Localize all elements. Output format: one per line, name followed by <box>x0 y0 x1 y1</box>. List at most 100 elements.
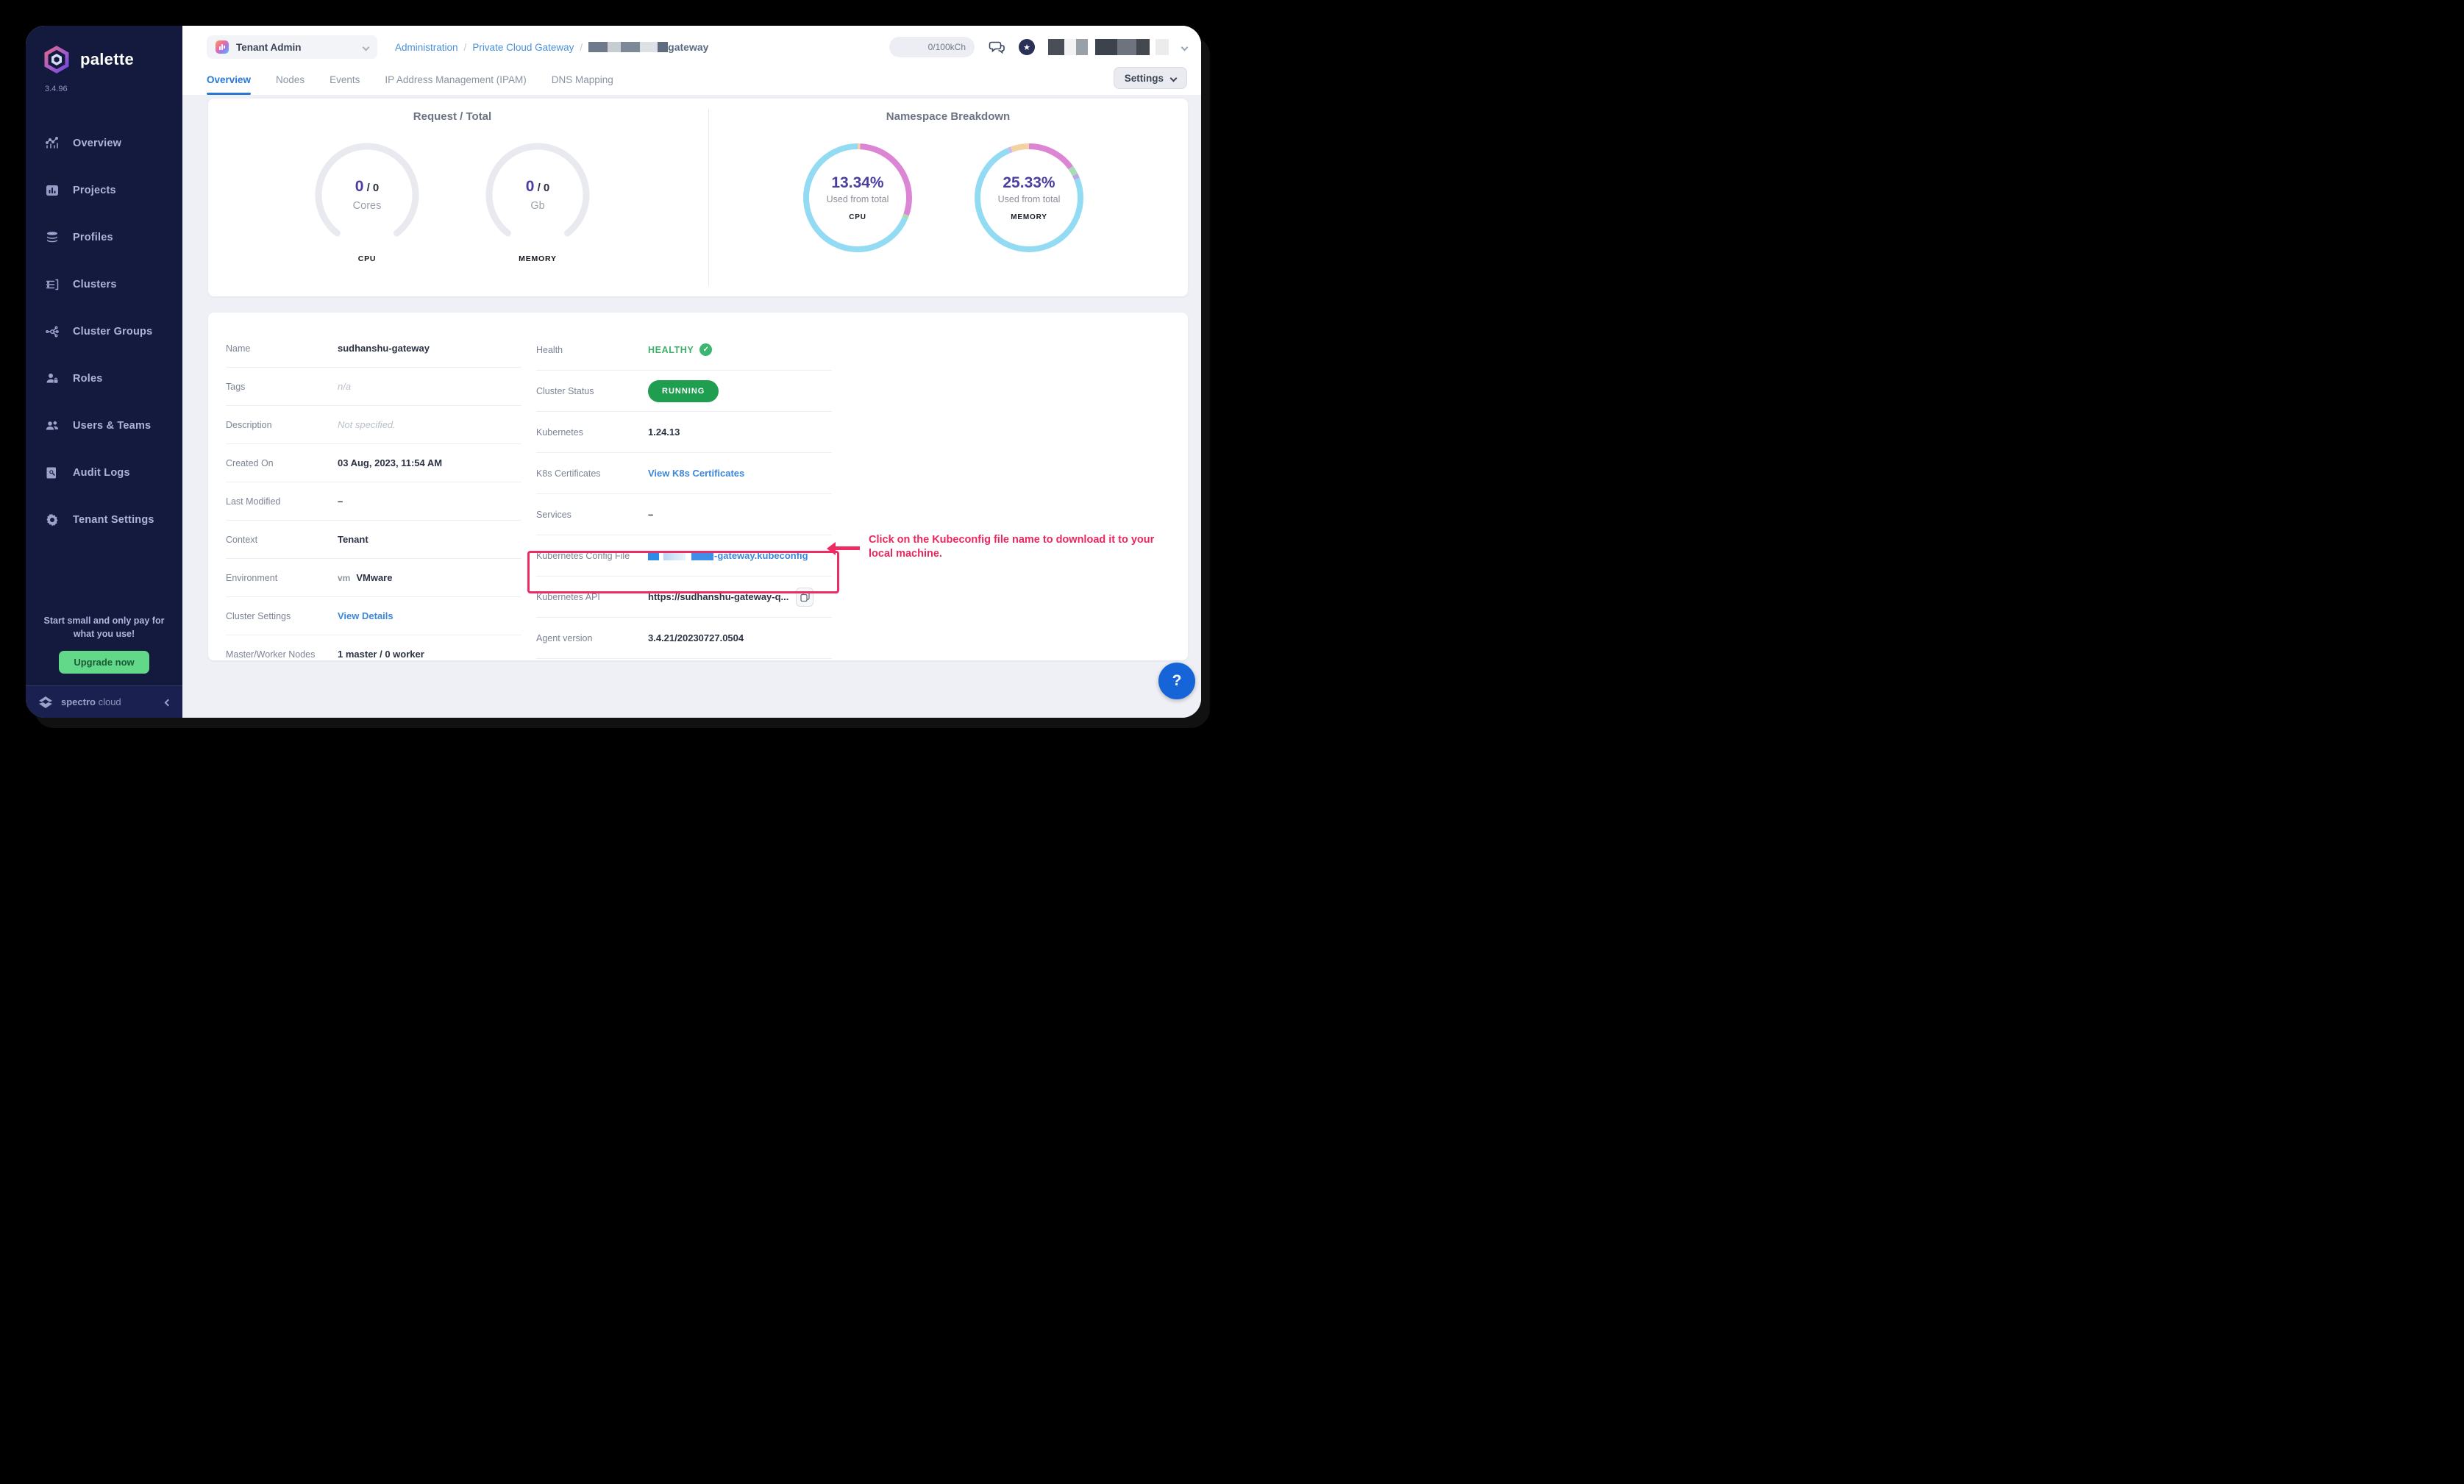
row-value: sudhanshu-gateway <box>338 343 430 354</box>
row-label: Description <box>226 419 272 430</box>
memory-used-caption: Used from total <box>997 194 1061 204</box>
details-left-column: Name sudhanshu-gateway Tags n/a Description N… <box>226 329 521 674</box>
copy-icon[interactable] <box>796 587 814 607</box>
sidebar-item-audit-logs[interactable]: Audit Logs <box>26 449 182 496</box>
tab-nodes[interactable]: Nodes <box>276 74 305 85</box>
sidebar-item-overview[interactable]: Overview <box>26 120 182 167</box>
usage-charts-card: Request / Total Namespace Breakdown 0 / … <box>208 99 1188 296</box>
upsell-text: Start small and only pay for what you us… <box>43 615 165 639</box>
cpu-unit-label: Cores <box>352 200 382 212</box>
breadcrumb-administration[interactable]: Administration <box>395 41 458 53</box>
annotation-text: Click on the Kubeconfig file name to dow… <box>869 534 1155 560</box>
row-label: Context <box>226 534 258 545</box>
namespace-breakdown-title: Namespace Breakdown <box>886 110 1011 123</box>
row-value: HEALTHY ✓ <box>648 343 713 356</box>
tenant-scope-label: Tenant Admin <box>236 41 302 53</box>
row-value: 3.4.21/20230727.0504 <box>648 632 744 643</box>
upgrade-now-button[interactable]: Upgrade now <box>59 651 149 674</box>
sidebar-item-label: Cluster Groups <box>73 326 153 338</box>
roles-person-lock-icon <box>45 371 60 386</box>
user-menu-chevron-down-icon[interactable] <box>1181 43 1189 51</box>
tab-bar: Overview Nodes Events IP Address Management… <box>207 74 613 95</box>
chat-bubbles-icon[interactable] <box>988 39 1005 55</box>
table-row-description: Description Not specified. <box>226 406 521 444</box>
sidebar-item-cluster-groups[interactable]: Cluster Groups <box>26 308 182 355</box>
sidebar-item-label: Clusters <box>73 279 117 290</box>
table-row-cluster-status: Cluster Status RUNNING <box>536 371 832 412</box>
breadcrumb-separator: / <box>463 41 467 53</box>
main-area: Tenant Admin Administration / Private Cl… <box>182 26 1201 718</box>
table-row-master-worker-nodes: Master/Worker Nodes 1 master / 0 worker <box>226 635 521 674</box>
footer-brand-bold: spectro <box>61 696 96 707</box>
namespace-memory-donut: 25.33% Used from total MEMORY <box>972 141 1086 254</box>
top-bar: Tenant Admin Administration / Private Cl… <box>182 26 1201 95</box>
sidebar-item-label: Users & Teams <box>73 420 152 432</box>
app-window: palette 3.4.96 Overview Projects Profile… <box>26 26 1201 718</box>
row-value-link[interactable]: View Details <box>338 610 394 621</box>
row-value: vm VMware <box>338 572 393 583</box>
table-row-health: Health HEALTHY ✓ <box>536 329 832 371</box>
sidebar-item-roles[interactable]: Roles <box>26 355 182 402</box>
row-label: Created On <box>226 457 274 468</box>
breadcrumb-current-gateway: gateway <box>588 41 708 53</box>
row-label: Kubernetes Config File <box>536 550 630 561</box>
row-value: – <box>648 509 654 520</box>
row-value: – <box>338 496 343 507</box>
tab-dns-mapping[interactable]: DNS Mapping <box>551 74 613 85</box>
memory-metric-label: MEMORY <box>519 254 557 263</box>
sidebar-item-projects[interactable]: Projects <box>26 167 182 214</box>
memory-request-value: 0 <box>525 178 535 195</box>
row-value: Tenant <box>338 534 368 545</box>
sidebar-collapse-chevron-icon[interactable] <box>164 696 172 709</box>
cpu-donut-metric: CPU <box>849 213 866 221</box>
breadcrumb-private-cloud-gateway[interactable]: Private Cloud Gateway <box>472 41 574 53</box>
sidebar-item-label: Roles <box>73 373 103 385</box>
projects-icon <box>45 183 60 198</box>
tenant-scope-selector[interactable]: Tenant Admin <box>207 35 377 59</box>
details-right-column: Health HEALTHY ✓ Cluster Status RUNNING Kuber… <box>527 329 839 659</box>
cpu-used-percent: 13.34% <box>831 174 884 191</box>
help-button[interactable]: ? <box>1158 663 1195 699</box>
cpu-total-value: / 0 <box>363 182 380 194</box>
row-label: Agent version <box>536 632 593 643</box>
annotation-arrow-left-icon <box>827 542 860 555</box>
row-value: 03 Aug, 2023, 11:54 AM <box>338 457 443 468</box>
memory-donut-metric: MEMORY <box>1011 213 1047 221</box>
row-label: Last Modified <box>226 496 281 507</box>
row-label: Services <box>536 509 572 520</box>
cpu-request-gauge: 0 / 0 Cores CPU <box>310 140 424 263</box>
tab-overview[interactable]: Overview <box>207 74 252 95</box>
sidebar-item-tenant-settings[interactable]: Tenant Settings <box>26 496 182 543</box>
settings-button[interactable]: Settings <box>1113 67 1187 89</box>
cpu-request-value: 0 <box>355 178 364 195</box>
overview-chart-icon <box>45 136 60 151</box>
sidebar-footer: spectro cloud <box>26 685 182 718</box>
row-label: Tags <box>226 381 246 392</box>
sidebar-item-users-teams[interactable]: Users & Teams <box>26 402 182 449</box>
sidebar-item-clusters[interactable]: Clusters <box>26 261 182 308</box>
tab-events[interactable]: Events <box>330 74 360 85</box>
sidebar-item-profiles[interactable]: Profiles <box>26 214 182 261</box>
audit-logs-icon <box>45 465 60 480</box>
usage-credits-pill: 0/100kCh <box>889 37 975 57</box>
kubeconfig-file-link[interactable]: -gateway.kubeconfig <box>648 550 808 561</box>
row-value-link[interactable]: View K8s Certificates <box>648 468 745 479</box>
table-row-tags: Tags n/a <box>226 368 521 406</box>
card-divider <box>708 109 709 286</box>
palette-logo-icon <box>42 45 71 74</box>
table-row-cluster-settings: Cluster Settings View Details <box>226 597 521 635</box>
memory-total-value: / 0 <box>534 182 550 194</box>
star-badge-icon[interactable]: ★ <box>1019 39 1035 55</box>
cpu-used-caption: Used from total <box>826 194 889 204</box>
row-label: Name <box>226 343 251 354</box>
memory-unit-label: Gb <box>530 200 545 212</box>
footer-brand: spectro cloud <box>61 696 121 707</box>
row-label: Kubernetes API <box>536 591 600 602</box>
tab-ip-address-management-ipam-[interactable]: IP Address Management (IPAM) <box>385 74 527 85</box>
status-badge: RUNNING <box>648 379 719 402</box>
request-total-title: Request / Total <box>413 110 492 123</box>
row-label: K8s Certificates <box>536 468 601 479</box>
redacted-kubeconfig-prefix <box>648 551 713 560</box>
brand-name: palette <box>80 50 135 68</box>
profiles-layers-icon <box>45 230 60 245</box>
